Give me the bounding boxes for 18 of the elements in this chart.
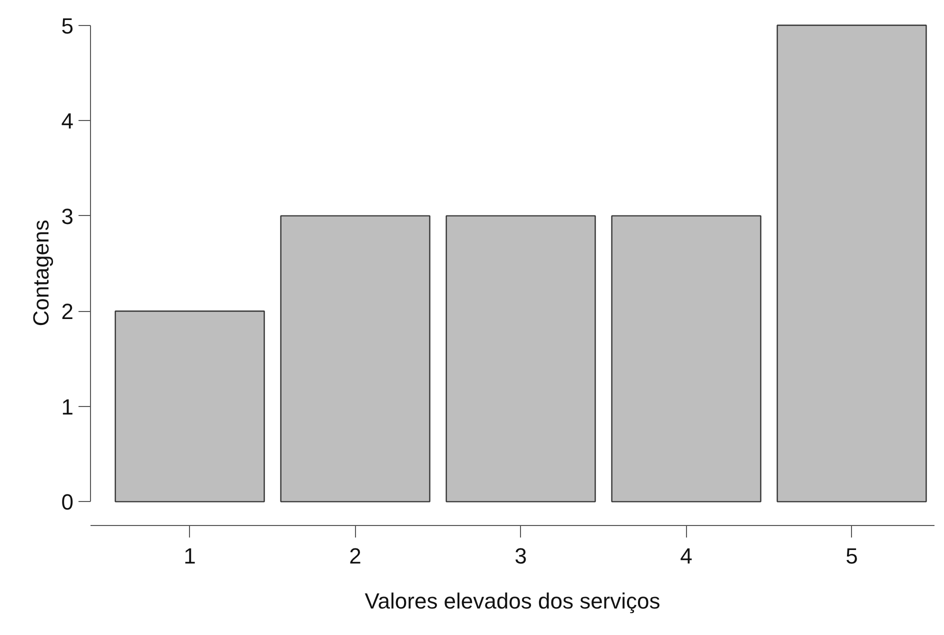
- y-tick-label: 4: [61, 108, 74, 134]
- x-tick-label: 1: [184, 544, 196, 568]
- bar: [114, 310, 265, 502]
- x-tick-label: 5: [846, 544, 858, 568]
- bar: [280, 215, 430, 502]
- y-tick-label: 5: [61, 13, 74, 38]
- bar: [611, 215, 762, 502]
- x-axis-title: Valores elevados dos serviços: [364, 588, 660, 614]
- y-tick-label: 2: [61, 299, 74, 324]
- y-tick-label: 3: [61, 204, 74, 229]
- y-axis-title: Contagens: [28, 220, 54, 326]
- x-tick-label: 3: [514, 544, 527, 568]
- y-tick-label: 1: [61, 394, 74, 420]
- y-tick-label: 0: [61, 490, 74, 515]
- bar: [776, 24, 927, 502]
- bar: [446, 215, 596, 502]
- x-tick-label: 2: [349, 544, 362, 568]
- x-tick-label: 4: [680, 544, 692, 568]
